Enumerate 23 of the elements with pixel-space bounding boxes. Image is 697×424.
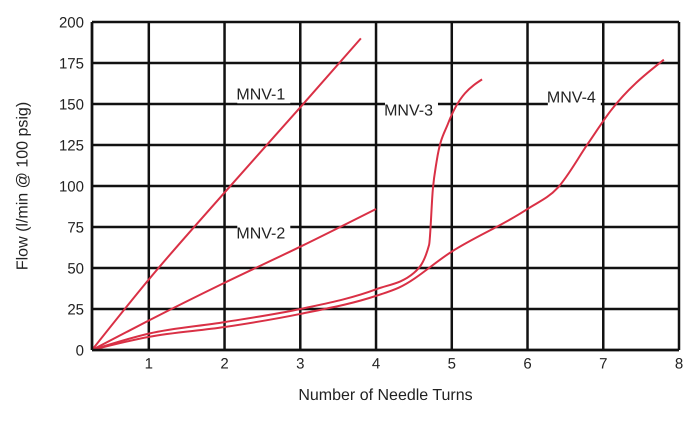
y-tick-label: 175 (58, 55, 84, 72)
x-tick-label: 7 (599, 356, 608, 373)
x-tick-label: 3 (296, 356, 304, 373)
y-tick-label: 75 (67, 219, 84, 236)
y-tick-label: 100 (58, 178, 84, 196)
y-tick-label: 25 (67, 301, 84, 318)
x-tick-label: 6 (523, 356, 532, 373)
y-tick-label: 0 (76, 342, 84, 360)
series-label: MNV-4 (546, 90, 596, 107)
x-tick-label: 2 (220, 356, 229, 373)
y-tick-label: 50 (67, 260, 84, 278)
x-tick-label: 1 (144, 356, 153, 373)
series-label: MNV-1 (236, 86, 286, 104)
series-label: MNV-2 (236, 226, 286, 243)
x-tick-label: 8 (674, 356, 684, 373)
y-tick-label: 150 (58, 96, 84, 114)
x-tick-label: 4 (372, 356, 380, 373)
y-tick-label: 125 (58, 137, 84, 154)
x-axis-title: Number of Needle Turns (298, 387, 473, 404)
x-tick-label: 5 (448, 356, 456, 373)
y-axis-title: Flow (l/min @ 100 psig) (14, 102, 32, 270)
series-label: MNV-3 (384, 102, 434, 120)
y-tick-label: 200 (58, 14, 84, 32)
